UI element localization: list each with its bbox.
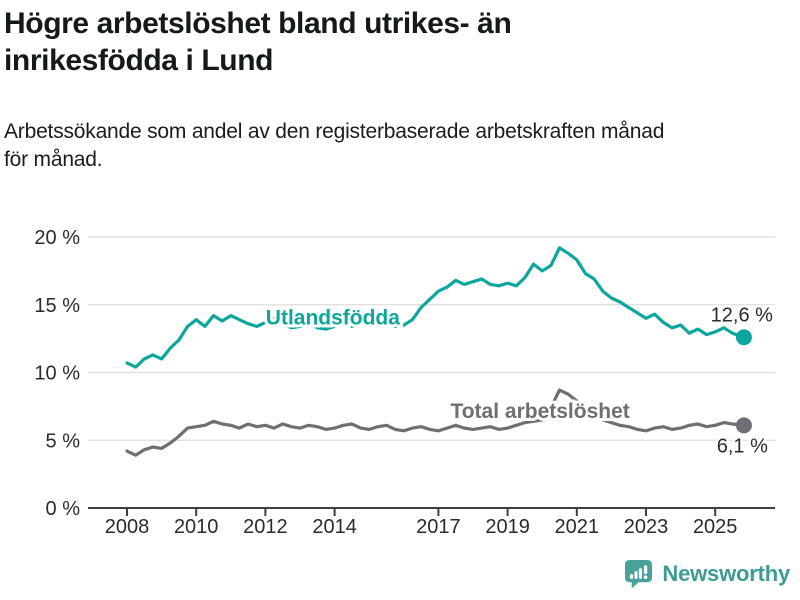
series-inline-label: Utlandsfödda bbox=[266, 307, 400, 330]
page-subtitle: Arbetssökande som andel av den registerb… bbox=[4, 118, 784, 174]
x-tick-label: 2019 bbox=[485, 516, 530, 538]
series-end-value-label: 6,1 % bbox=[717, 435, 768, 457]
page-subtitle-line2: för månad. bbox=[4, 147, 103, 171]
x-tick-label: 2023 bbox=[624, 516, 669, 538]
x-tick-label: 2008 bbox=[105, 516, 150, 538]
x-tick-label: 2012 bbox=[243, 516, 288, 538]
page-title-line1: Högre arbetslöshet bland utrikes- än bbox=[4, 7, 512, 40]
page-subtitle-line1: Arbetssökande som andel av den registerb… bbox=[4, 120, 665, 143]
x-tick-label: 2014 bbox=[312, 516, 357, 538]
x-tick-label: 2021 bbox=[555, 516, 600, 538]
x-tick-label: 2017 bbox=[416, 516, 461, 538]
y-tick-label: 10 % bbox=[34, 363, 80, 385]
page-title-line2: inrikesfödda i Lund bbox=[4, 43, 274, 77]
series-inline-label: Total arbetslöshet bbox=[450, 400, 629, 423]
series-line-utlandsf-dda bbox=[125, 246, 746, 369]
series-end-dot bbox=[735, 329, 752, 346]
x-tick-label: 2010 bbox=[174, 516, 219, 538]
y-tick-label: 20 % bbox=[34, 227, 80, 249]
brand-footer: Newsworthy bbox=[623, 558, 790, 590]
y-tick-label: 15 % bbox=[34, 295, 80, 317]
page-title: Högre arbetslöshet bland utrikes- än inr… bbox=[4, 6, 764, 80]
unemployment-line-chart: 0 % 5 % 10 % 15 % 20 % 2008 2010 2012 2014 2017 20… bbox=[34, 227, 775, 538]
series-line-total-arbetsl-shet bbox=[125, 388, 746, 457]
series-end-value-label: 12,6 % bbox=[711, 304, 773, 326]
x-tick-label: 2025 bbox=[693, 516, 738, 538]
y-tick-label: 5 % bbox=[46, 430, 81, 452]
y-tick-label: 0 % bbox=[46, 498, 81, 520]
newsworthy-logo-icon bbox=[625, 559, 653, 589]
brand-name: Newsworthy bbox=[662, 561, 790, 586]
series-end-dot bbox=[735, 417, 752, 434]
